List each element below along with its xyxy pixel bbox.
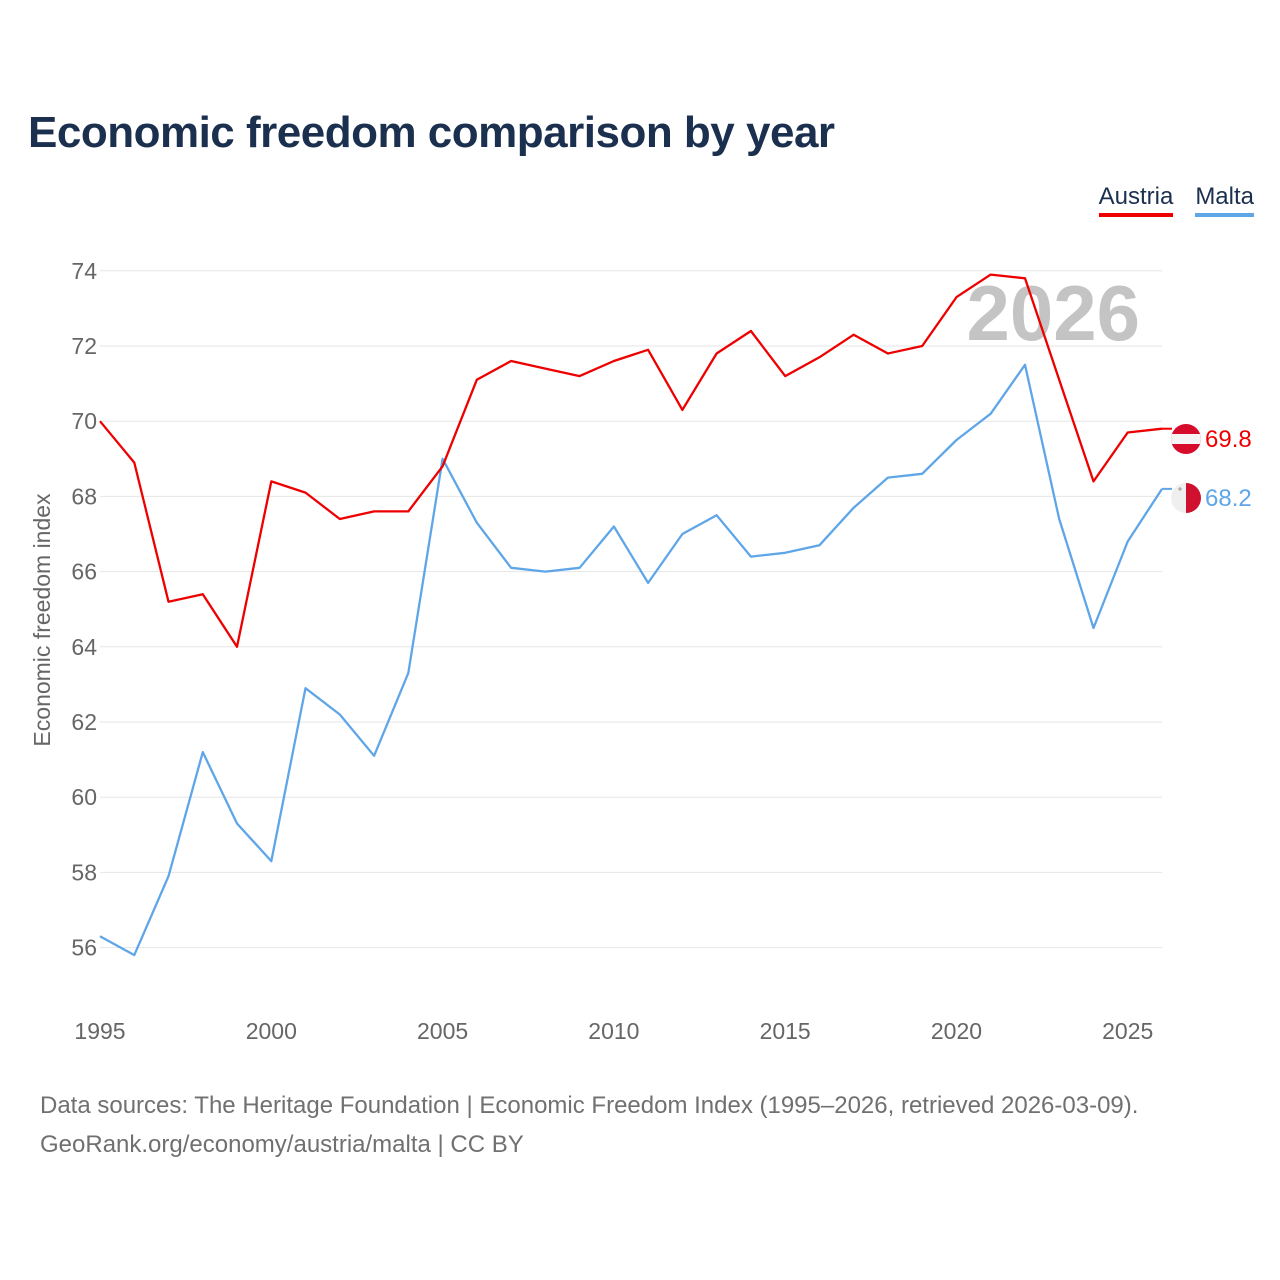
series-line-austria[interactable] [99,273,1163,648]
y-tick-label: 58 [71,859,97,885]
austria-flag-icon [1171,424,1201,454]
end-label-malta: 68.2 [1205,485,1252,512]
chart-title: Economic freedom comparison by year [28,108,835,157]
source-line-2: GeoRank.org/economy/austria/malta | CC B… [40,1131,524,1158]
x-tick-label: 2000 [246,1018,297,1044]
malta-flag-icon [1171,483,1201,513]
year-watermark: 2026 [966,269,1140,357]
x-tick-label: 2010 [588,1018,639,1044]
source-line-1: Data sources: The Heritage Foundation | … [40,1092,1139,1119]
legend-item-malta[interactable]: Malta [1195,183,1254,217]
x-tick-label: 2025 [1102,1018,1153,1044]
x-tick-label: 1995 [74,1018,125,1044]
y-tick-label: 66 [71,559,97,585]
y-tick-label: 74 [71,258,97,284]
legend: Austria Malta [1098,183,1254,217]
y-tick-label: 68 [71,483,97,509]
x-axis-ticks: 1995 2000 2005 2010 2015 2020 2025 [74,1018,1153,1044]
y-tick-label: 64 [71,634,97,660]
series-lines [99,273,1172,957]
y-axis-ticks: 56 58 60 62 64 66 68 70 72 74 [71,258,97,961]
series-line-malta[interactable] [99,363,1163,957]
legend-item-austria[interactable]: Austria [1098,183,1174,217]
y-tick-label: 70 [71,408,97,434]
x-tick-label: 2015 [760,1018,811,1044]
source-note: Data sources: The Heritage Foundation | … [40,1086,1138,1164]
x-tick-label: 2005 [417,1018,468,1044]
end-label-austria: 69.8 [1205,426,1252,453]
y-tick-label: 62 [71,709,97,735]
gridlines [100,270,1162,949]
x-tick-label: 2020 [931,1018,982,1044]
line-chart: 2026 56 58 60 62 64 66 68 70 72 74 1995 2000 2005 20… [29,258,1252,1044]
y-tick-label: 56 [71,935,97,961]
y-axis-label: Economic freedom index [29,493,55,747]
y-tick-label: 72 [71,333,97,359]
y-tick-label: 60 [71,784,97,810]
